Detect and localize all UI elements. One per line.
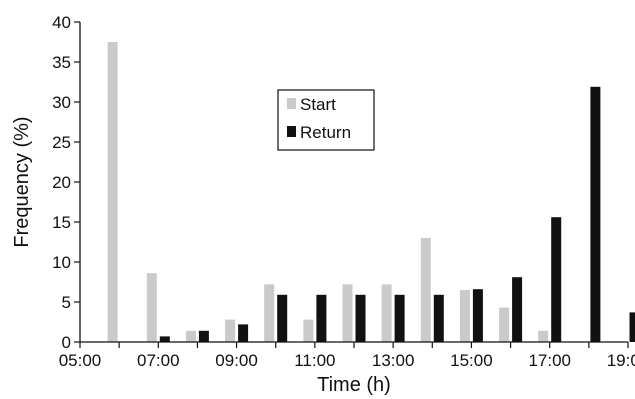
x-tick-label: 07:00 (137, 351, 180, 370)
y-tick-label: 25 (52, 133, 71, 152)
legend-label-start: Start (300, 95, 336, 114)
bar-start-10 (264, 284, 275, 342)
bar-start-16 (499, 307, 510, 342)
bar-return-12 (355, 294, 366, 342)
y-tick-label: 40 (52, 13, 71, 32)
x-tick-label: 17:00 (528, 351, 571, 370)
y-tick-label: 5 (62, 293, 71, 312)
bar-start-13 (381, 284, 392, 342)
y-tick-label: 20 (52, 173, 71, 192)
axes-group (79, 22, 628, 343)
bar-start-15 (459, 290, 470, 342)
bar-return-08 (198, 330, 209, 342)
bar-return-13 (394, 294, 405, 342)
bar-return-19 (629, 312, 635, 342)
bar-start-11 (303, 319, 314, 342)
y-tick-label: 10 (52, 253, 71, 272)
y-axis-title: Frequency (%) (11, 116, 33, 247)
bar-return-17 (551, 217, 562, 342)
bar-start-09 (225, 319, 236, 342)
x-ticks-group: 05:00 07:00 09:00 11:00 13:00 15:00 17:00 19:00 (59, 342, 635, 370)
bar-return-15 (472, 289, 483, 342)
bar-start-07 (146, 273, 157, 342)
y-ticks-group: 0 5 10 15 20 25 30 35 40 (52, 13, 80, 352)
y-tick-label: 0 (62, 333, 71, 352)
bar-return-07 (159, 336, 170, 342)
bar-return-11 (316, 294, 327, 342)
x-tick-label: 19:00 (607, 351, 635, 370)
y-tick-label: 30 (52, 93, 71, 112)
x-tick-label: 09:00 (215, 351, 258, 370)
legend-swatch-return (287, 126, 296, 137)
legend: Start Return (277, 89, 375, 151)
x-tick-label: 05:00 (59, 351, 102, 370)
bar-return-09 (238, 324, 249, 342)
x-axis-title: Time (h) (317, 374, 391, 396)
x-tick-label: 15:00 (450, 351, 493, 370)
bar-start-12 (342, 284, 353, 342)
y-tick-label: 35 (52, 53, 71, 72)
x-tick-label: 13:00 (372, 351, 415, 370)
bar-return-14 (433, 294, 444, 342)
legend-swatch-start (287, 98, 296, 109)
x-tick-label: 11:00 (294, 351, 335, 370)
bar-return-18 (590, 86, 601, 342)
bars-group (107, 42, 635, 342)
bar-return-10 (277, 294, 288, 342)
bar-return-16 (512, 277, 523, 342)
y-tick-label: 15 (52, 213, 71, 232)
bar-start-06 (107, 42, 118, 342)
legend-label-return: Return (300, 123, 351, 142)
bar-start-08 (185, 330, 196, 342)
bar-start-14 (420, 238, 431, 342)
bar-start-17 (538, 330, 549, 342)
